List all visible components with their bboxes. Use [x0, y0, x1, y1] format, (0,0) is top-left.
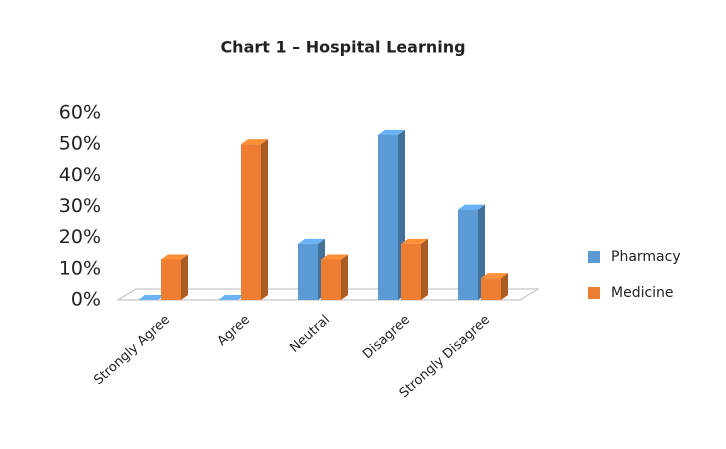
- y-tick-label: 0%: [71, 289, 101, 311]
- chart-title: Chart 1 – Hospital Learning: [220, 38, 465, 57]
- bar: [401, 243, 421, 300]
- bar: [481, 278, 501, 300]
- x-tick-label: Strongly Agree: [91, 312, 173, 388]
- bar: [458, 209, 478, 300]
- x-tick-label: Agree: [215, 312, 253, 349]
- y-tick-label: 20%: [59, 226, 101, 248]
- bar-top: [481, 273, 508, 279]
- bar: [298, 243, 318, 300]
- y-tick-label: 60%: [59, 102, 101, 124]
- x-tick-label: Disagree: [360, 312, 413, 362]
- bar-side: [341, 254, 348, 300]
- bar-side: [501, 273, 508, 300]
- x-tick-label: Neutral: [287, 312, 333, 355]
- bar-top: [378, 129, 405, 135]
- legend-swatch: [588, 251, 600, 263]
- x-tick-label: Strongly Disagree: [397, 312, 493, 401]
- legend-label: Medicine: [611, 285, 674, 301]
- y-tick-label: 30%: [59, 195, 101, 217]
- bar-side: [261, 139, 268, 300]
- legend-label: Pharmacy: [611, 249, 681, 265]
- bar-side: [421, 238, 428, 300]
- y-tick-label: 10%: [59, 257, 101, 279]
- bar: [161, 259, 181, 300]
- bar: [241, 144, 261, 300]
- bar-top: [458, 204, 485, 210]
- bar-side: [478, 204, 485, 300]
- y-tick-label: 50%: [59, 133, 101, 155]
- bar-top: [401, 238, 428, 244]
- bar-top: [321, 254, 348, 260]
- bar-side: [181, 254, 188, 300]
- y-tick-label: 40%: [59, 164, 101, 186]
- bar-top: [138, 295, 165, 300]
- bar: [378, 134, 398, 300]
- bar-top: [241, 139, 268, 145]
- bar-top: [218, 295, 245, 300]
- legend-swatch: [588, 287, 600, 299]
- bar: [321, 259, 341, 300]
- bar-top: [298, 238, 325, 244]
- bar-top: [161, 254, 188, 260]
